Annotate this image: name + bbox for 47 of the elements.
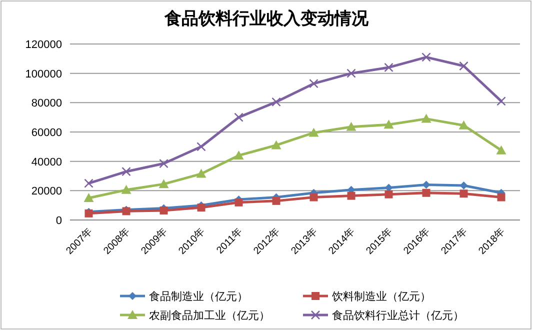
point <box>272 97 281 107</box>
y-tick-label: 100000 <box>25 68 62 80</box>
point <box>459 61 468 71</box>
point <box>197 204 206 212</box>
point <box>308 128 319 137</box>
point <box>122 166 131 176</box>
y-tick-label: 120000 <box>25 39 62 51</box>
y-tick-label: 80000 <box>31 98 62 110</box>
point <box>158 179 169 188</box>
legend-label: 食品制造业（亿元） <box>149 290 248 303</box>
point <box>196 168 206 178</box>
point <box>234 150 244 160</box>
point <box>422 180 430 189</box>
point <box>234 198 243 206</box>
point <box>196 142 206 152</box>
y-tick-label: 60000 <box>31 127 62 139</box>
point <box>496 145 506 154</box>
point <box>384 62 394 72</box>
point <box>84 178 94 188</box>
point <box>310 193 318 202</box>
point <box>347 192 356 200</box>
y-tick-label: 0 <box>56 215 62 227</box>
point <box>497 193 506 202</box>
point <box>458 120 469 130</box>
point <box>384 190 393 198</box>
point <box>421 114 432 123</box>
legend-label: 饮料制造业（亿元） <box>331 290 431 303</box>
y-tick-label: 40000 <box>31 156 62 168</box>
point <box>422 52 431 62</box>
point <box>460 182 468 190</box>
legend-label: 农副食品加工业（亿元） <box>149 309 270 322</box>
point <box>84 193 94 202</box>
point <box>121 184 132 194</box>
point <box>309 78 318 88</box>
point <box>159 158 168 168</box>
point <box>384 120 394 129</box>
chart-title: 食品饮料行业收入变动情况 <box>164 9 370 28</box>
y-tick-label: 20000 <box>31 186 62 198</box>
point <box>272 196 280 205</box>
point <box>234 112 244 122</box>
point <box>460 190 468 198</box>
point <box>346 68 356 78</box>
point <box>422 188 430 197</box>
point <box>346 122 356 131</box>
point <box>271 140 282 150</box>
legend-label: 食品饮料行业总计（亿元） <box>332 309 464 322</box>
point <box>496 96 506 106</box>
